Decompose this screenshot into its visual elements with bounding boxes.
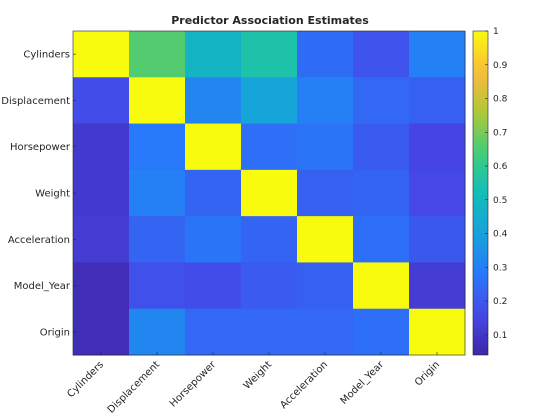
heatmap-cell [185,123,242,171]
heatmap-cell [129,123,186,171]
heatmap-cell [353,31,410,78]
x-tick-label: Acceleration [278,359,330,411]
heatmap-cell [241,169,298,217]
heatmap-cell [241,123,298,171]
colorbar-tick-label: 0.8 [493,95,508,105]
heatmap-cell [409,216,466,263]
heatmap-cell [185,216,242,263]
heatmap-cell [73,123,130,171]
heatmap-cell [409,169,466,217]
heatmap-cell [297,216,354,263]
heatmap-cell [241,308,298,356]
heatmap-cell [73,31,130,78]
colorbar-gradient [472,30,489,356]
heatmap-cell [353,216,410,263]
heatmap-cell [353,123,410,171]
y-tick-label: Displacement [1,96,70,107]
x-tick-label: Cylinders [65,359,106,400]
heatmap-cell [297,169,354,217]
heatmap-cell [241,262,298,310]
heatmap-cell [353,262,410,310]
colorbar-ticks: 0.1 0.2 0.3 0.4 0.5 0.6 0.7 0.8 0.9 1 [485,27,508,341]
heatmap-cell [73,262,130,310]
x-tick-label: Horsepower [168,359,219,410]
colorbar-tick-label: 0.9 [493,61,508,71]
heatmap-cell [73,169,130,217]
y-tick-label: Origin [40,327,70,338]
heatmap-cell [409,123,466,171]
x-tick-label: Displacement [106,359,162,415]
colorbar-tick-label: 0.4 [493,230,508,240]
heatmap-cell [185,308,242,356]
heatmap-cell [129,169,186,217]
colorbar-tick-label: 0.1 [493,331,507,341]
heatmap-cell [241,31,298,78]
colorbar-tick-label: 0.7 [493,128,507,138]
colorbar: 0.1 0.2 0.3 0.4 0.5 0.6 0.7 0.8 0.9 1 [472,27,508,356]
heatmap-cell [185,77,242,125]
heatmap-cell [409,77,466,125]
heatmap-cell [297,123,354,171]
colorbar-tick-label: 0.3 [493,263,507,273]
heatmap-cell [129,31,186,78]
heatmap-cell [73,77,130,125]
heatmap-cell [185,262,242,310]
heatmap-cell [73,308,130,356]
x-tick-label: Origin [413,359,442,388]
heatmap-cell [129,216,186,263]
heatmap-cell [241,216,298,263]
y-tick-label: Cylinders [23,50,70,61]
heatmap-cell [297,31,354,78]
heatmap-cell [409,308,466,356]
y-tick-labels: Cylinders Displacement Horsepower Weight Acc… [1,50,76,338]
heatmap-cell [129,262,186,310]
colorbar-tick-label: 0.5 [493,196,507,206]
heatmap-cell [129,77,186,125]
x-tick-labels: Cylinders Displacement Horsepower Weight Acc… [65,352,442,416]
heatmap-cell [73,216,130,263]
heatmap-cell [185,31,242,78]
heatmap-cell [297,262,354,310]
colorbar-tick-label: 1 [493,27,499,37]
heatmap-cell [353,169,410,217]
heatmap-cell [241,77,298,125]
colorbar-tick-label: 0.6 [493,162,508,172]
heatmap-cells [73,31,466,356]
y-tick-label: Model_Year [14,281,71,292]
heatmap-cell [185,169,242,217]
x-tick-label: Model_Year [339,359,387,407]
colorbar-tick-label: 0.2 [493,297,507,307]
heatmap-cell [297,77,354,125]
y-tick-label: Weight [35,189,70,200]
heatmap-cell [353,77,410,125]
heatmap-cell [409,31,466,78]
heatmap-cell [297,308,354,356]
y-tick-label: Horsepower [10,142,71,153]
heatmap-cell [353,308,410,356]
y-tick-label: Acceleration [8,235,70,246]
heatmap-cell [129,308,186,356]
heatmap-cell [409,262,466,310]
x-tick-label: Weight [242,359,274,391]
chart-title: Predictor Association Estimates [171,14,369,27]
